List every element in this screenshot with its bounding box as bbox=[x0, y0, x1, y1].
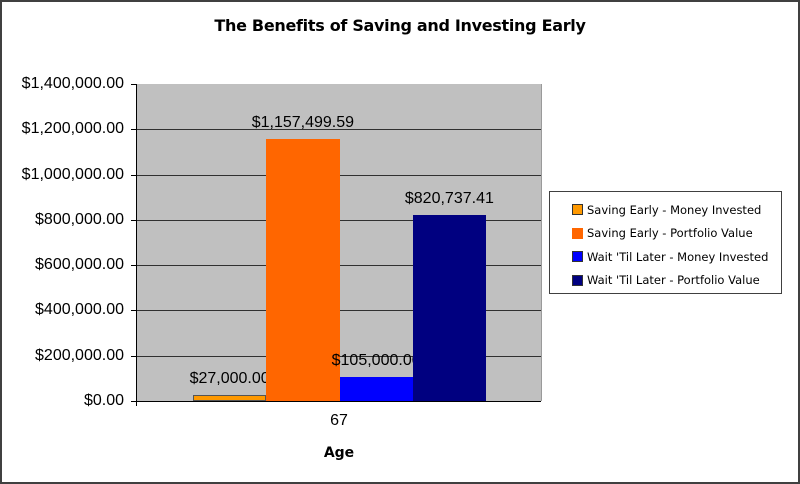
bar bbox=[193, 394, 267, 401]
chart-title: The Benefits of Saving and Investing Ear… bbox=[214, 16, 586, 35]
legend-item: Wait 'Til Later - Portfolio Value bbox=[550, 269, 781, 293]
x-category-label: 67 bbox=[330, 412, 348, 429]
y-tick-mark bbox=[131, 401, 137, 402]
x-axis-line bbox=[131, 401, 541, 402]
y-tick-label: $800,000.00 bbox=[35, 210, 124, 228]
legend-label: Wait 'Til Later - Portfolio Value bbox=[587, 273, 760, 288]
bar bbox=[266, 138, 340, 401]
y-tick-mark bbox=[131, 219, 137, 221]
y-axis-line bbox=[136, 84, 137, 406]
y-tick-mark bbox=[131, 84, 137, 85]
legend-swatch-icon bbox=[572, 274, 583, 286]
legend-item: Saving Early - Portfolio Value bbox=[550, 222, 781, 246]
legend-swatch-icon bbox=[572, 227, 583, 239]
y-tick-mark bbox=[131, 310, 137, 312]
y-tick-label: $0.00 bbox=[83, 392, 124, 409]
y-tick-label: $400,000.00 bbox=[35, 301, 124, 319]
legend-item: Saving Early - Money Invested bbox=[550, 198, 781, 222]
y-tick-label: $1,000,000.00 bbox=[21, 165, 124, 183]
y-tick-label: $1,200,000.00 bbox=[21, 120, 124, 138]
gridline bbox=[137, 129, 541, 131]
legend: Saving Early - Money Invested Saving Ear… bbox=[549, 191, 782, 294]
y-tick-mark bbox=[131, 265, 137, 267]
data-label: $27,000.00 bbox=[189, 369, 270, 387]
data-label: $105,000.00 bbox=[331, 352, 421, 370]
bar bbox=[339, 377, 413, 401]
legend-swatch-icon bbox=[572, 204, 583, 216]
y-tick-label: $200,000.00 bbox=[35, 346, 124, 364]
y-tick-mark bbox=[131, 355, 137, 357]
y-tick-label: $600,000.00 bbox=[35, 256, 124, 274]
y-tick-mark bbox=[131, 174, 137, 176]
legend-label: Wait 'Til Later - Money Invested bbox=[587, 249, 769, 264]
y-tick-label: $1,400,000.00 bbox=[21, 75, 124, 92]
legend-item: Wait 'Til Later - Money Invested bbox=[550, 245, 781, 269]
bar bbox=[412, 215, 486, 401]
legend-label: Saving Early - Portfolio Value bbox=[587, 226, 753, 241]
y-tick-mark bbox=[131, 129, 137, 131]
data-label: $1,157,499.59 bbox=[251, 113, 355, 131]
legend-swatch-icon bbox=[572, 251, 583, 263]
data-label: $820,737.41 bbox=[404, 190, 494, 208]
x-axis-title: Age bbox=[323, 445, 355, 461]
legend-label: Saving Early - Money Invested bbox=[587, 202, 762, 217]
